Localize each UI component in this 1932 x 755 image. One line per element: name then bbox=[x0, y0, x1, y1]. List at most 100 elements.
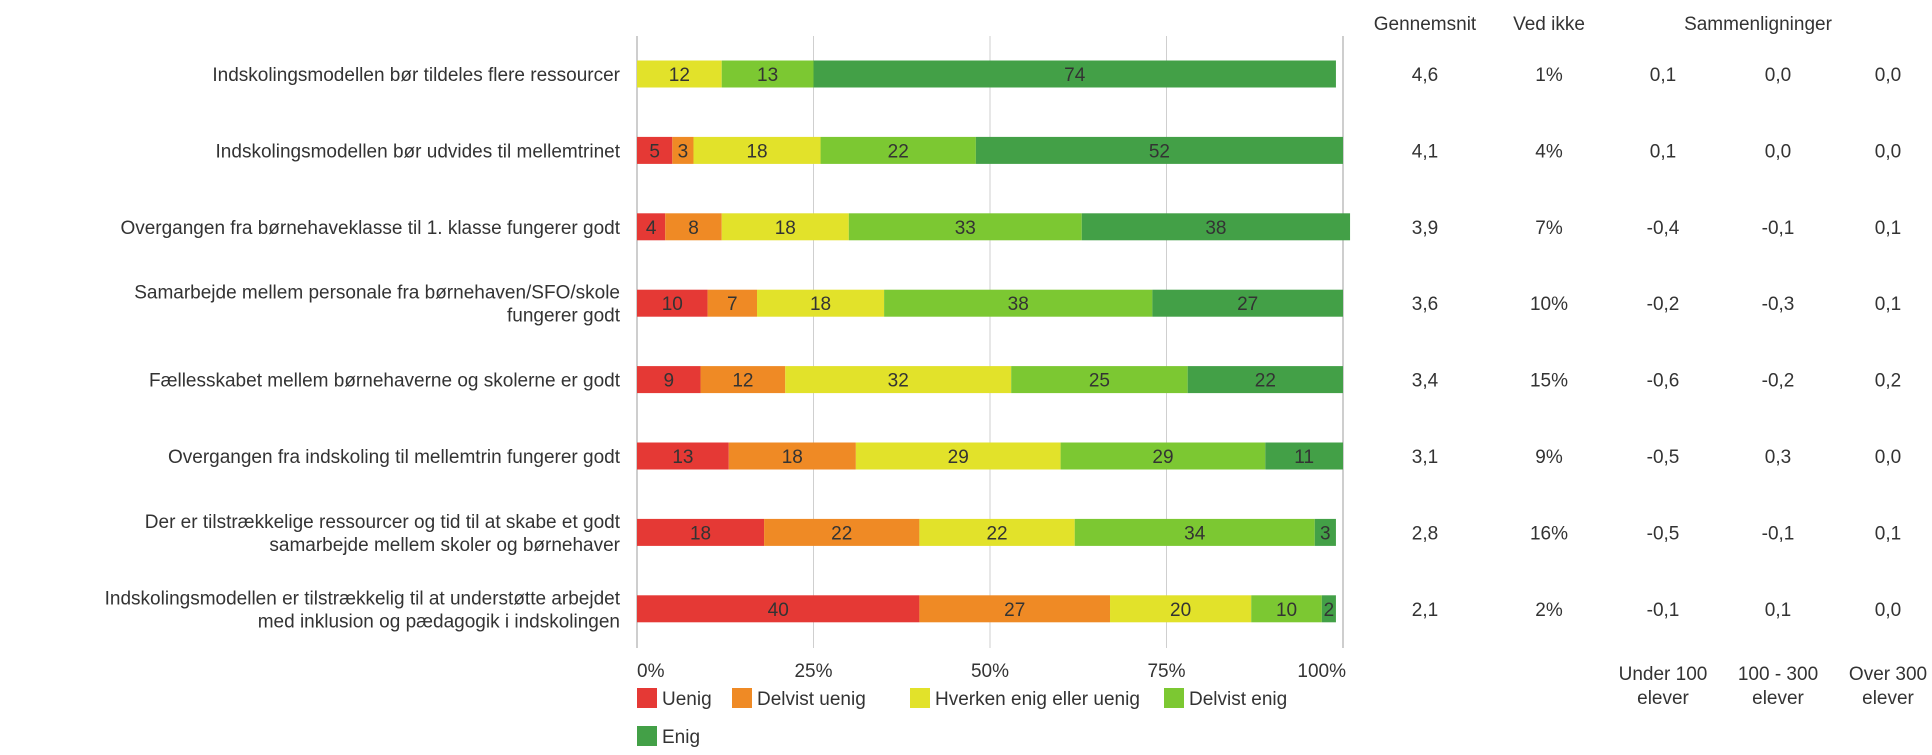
bar-segment bbox=[637, 60, 722, 88]
bar-segment bbox=[848, 213, 1082, 241]
comparison-value: 0,3 bbox=[1765, 447, 1791, 468]
x-tick-label: 75% bbox=[1147, 661, 1185, 682]
data-label: 4 bbox=[646, 218, 657, 239]
x-tick-labels: 0% 25% 50% 75% 100% bbox=[637, 661, 1346, 682]
legend-swatch bbox=[637, 688, 657, 708]
bar-segment bbox=[1314, 518, 1336, 546]
data-label: 9 bbox=[663, 371, 674, 392]
bar-segment bbox=[975, 136, 1343, 164]
comparison-column-label-line: elever bbox=[1862, 688, 1914, 709]
comparison-value: -0,1 bbox=[1762, 523, 1795, 544]
bar-segment bbox=[757, 289, 885, 317]
category-label: Indskolingsmodellen bør udvides til mell… bbox=[216, 141, 621, 162]
category-label-line: Samarbejde mellem personale fra børnehav… bbox=[134, 283, 620, 304]
bar-segment bbox=[637, 289, 708, 317]
data-label: 38 bbox=[1008, 294, 1029, 315]
dontknow-value: 4% bbox=[1535, 141, 1563, 162]
dontknow-value: 9% bbox=[1535, 447, 1563, 468]
comparison-value: 0,1 bbox=[1765, 600, 1791, 621]
data-label: 27 bbox=[1237, 294, 1258, 315]
legend-label: Delvist enig bbox=[1189, 689, 1287, 710]
dontknow-value: 2% bbox=[1535, 600, 1563, 621]
comparison-value: 0,1 bbox=[1875, 523, 1901, 544]
bar-segment bbox=[721, 213, 849, 241]
data-label: 29 bbox=[1152, 447, 1173, 468]
x-tick-label: 25% bbox=[794, 661, 832, 682]
bar-segment bbox=[1265, 442, 1343, 470]
category-labels: Indskolingsmodellen bør tildeles flere r… bbox=[105, 65, 621, 632]
data-label: 22 bbox=[1255, 371, 1276, 392]
data-label: 38 bbox=[1205, 218, 1226, 239]
comparison-value: -0,2 bbox=[1647, 294, 1680, 315]
bar-segment bbox=[919, 595, 1111, 623]
data-label: 10 bbox=[1276, 600, 1297, 621]
data-label: 74 bbox=[1064, 65, 1086, 86]
bar-segment bbox=[728, 442, 856, 470]
category-label: Der er tilstrækkelige ressourcer og tid … bbox=[145, 512, 621, 556]
legend-swatch bbox=[910, 688, 930, 708]
dontknow-value: 16% bbox=[1530, 523, 1568, 544]
bar-segment bbox=[813, 60, 1336, 88]
category-label-line: Indskolingsmodellen bør tildeles flere r… bbox=[212, 65, 620, 86]
category-label: Indskolingsmodellen bør tildeles flere r… bbox=[212, 65, 620, 86]
bar-segment bbox=[1074, 518, 1315, 546]
bar-segment bbox=[637, 595, 920, 623]
grid-lines bbox=[636, 36, 1344, 648]
mean-value: 2,1 bbox=[1412, 600, 1438, 621]
bar-segment bbox=[672, 136, 694, 164]
comparison-column-label-line: 100 - 300 bbox=[1738, 664, 1818, 685]
data-label: 10 bbox=[662, 294, 683, 315]
comparison-value: -0,5 bbox=[1647, 447, 1680, 468]
mean-value: 3,9 bbox=[1412, 218, 1438, 239]
dontknow-value: 10% bbox=[1530, 294, 1568, 315]
comparison-column-label: Under 100 elever bbox=[1619, 664, 1708, 709]
comparison-value: 0,0 bbox=[1765, 141, 1791, 162]
bar-segment bbox=[637, 213, 666, 241]
comparison-value: 0,2 bbox=[1875, 371, 1901, 392]
data-label: 3 bbox=[678, 141, 689, 162]
data-label: 40 bbox=[768, 600, 789, 621]
bar-segment bbox=[707, 289, 758, 317]
dontknow-value: 1% bbox=[1535, 65, 1563, 86]
legend-label: Enig bbox=[662, 727, 700, 748]
comparison-value: 0,0 bbox=[1875, 65, 1901, 86]
comparison-value: -0,4 bbox=[1647, 218, 1680, 239]
comparison-value: -0,6 bbox=[1647, 371, 1680, 392]
bar-segment bbox=[637, 136, 673, 164]
bar-segment bbox=[1011, 366, 1188, 394]
data-label: 27 bbox=[1004, 600, 1025, 621]
data-label: 29 bbox=[948, 447, 969, 468]
header-dontknow: Ved ikke bbox=[1513, 14, 1585, 35]
data-label: 32 bbox=[888, 371, 909, 392]
data-label: 3 bbox=[1320, 523, 1331, 544]
category-label: Fællesskabet mellem børnehaverne og skol… bbox=[149, 371, 621, 392]
category-label-line: Der er tilstrækkelige ressourcer og tid … bbox=[145, 512, 621, 533]
data-label: 52 bbox=[1149, 141, 1170, 162]
data-label: 12 bbox=[669, 65, 690, 86]
comparison-value: -0,1 bbox=[1762, 218, 1795, 239]
bar-segment bbox=[820, 136, 976, 164]
legend-swatch bbox=[1164, 688, 1184, 708]
data-label: 34 bbox=[1184, 523, 1206, 544]
comparison-column-label-line: Under 100 bbox=[1619, 664, 1708, 685]
category-label-line: Fællesskabet mellem børnehaverne og skol… bbox=[149, 371, 621, 392]
comparison-value: -0,5 bbox=[1647, 523, 1680, 544]
data-label: 18 bbox=[775, 218, 796, 239]
mean-value: 2,8 bbox=[1412, 523, 1438, 544]
data-label: 20 bbox=[1170, 600, 1191, 621]
dontknow-value: 7% bbox=[1535, 218, 1563, 239]
category-label-line: samarbejde mellem skoler og børnehaver bbox=[269, 535, 620, 556]
bar-segment bbox=[693, 136, 821, 164]
legend-label: Hverken enig eller uenig bbox=[935, 689, 1140, 710]
category-label: Overgangen fra børnehaveklasse til 1. kl… bbox=[120, 218, 620, 239]
bar-segment bbox=[1110, 595, 1252, 623]
data-label: 8 bbox=[688, 218, 699, 239]
comparison-column-label: 100 - 300 elever bbox=[1738, 664, 1818, 709]
data-label: 22 bbox=[888, 141, 909, 162]
bar-segment bbox=[919, 518, 1075, 546]
dontknow-value: 15% bbox=[1530, 371, 1568, 392]
mean-value: 4,6 bbox=[1412, 65, 1438, 86]
bar-segment bbox=[700, 366, 786, 394]
comparison-value: 0,0 bbox=[1875, 600, 1901, 621]
category-label-line: fungerer godt bbox=[507, 306, 621, 327]
